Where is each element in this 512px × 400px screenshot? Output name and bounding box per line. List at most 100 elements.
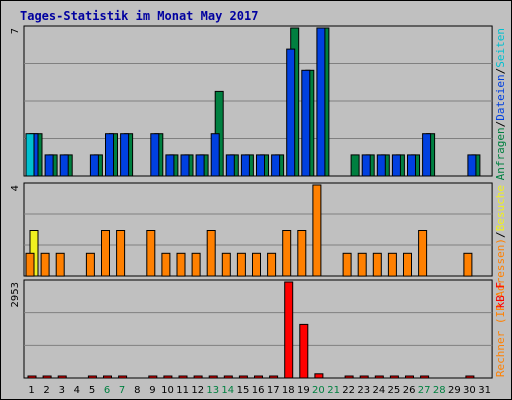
- bar-middle-rechner-day-26: [403, 252, 412, 277]
- bar-bottom-kb-f-day-6: [103, 375, 112, 379]
- x-tick-label: 30: [463, 385, 476, 396]
- bar-middle-rechner-day-11: [176, 252, 186, 277]
- bar-middle-rechner-day-2: [40, 252, 50, 277]
- bar-bottom-kb-f-day-18: [284, 281, 294, 379]
- x-tick-label: 2: [43, 385, 49, 396]
- bar-top-dateien-day-17: [271, 154, 281, 177]
- side-label-part: /: [494, 121, 507, 128]
- x-tick-label: 9: [149, 385, 155, 396]
- bar-bottom-kb-f-day-16: [254, 375, 263, 379]
- bar-top-dateien-day-26: [407, 154, 416, 177]
- bar-top-anfragen-day-22: [350, 154, 360, 177]
- x-tick-label: 28: [433, 385, 446, 396]
- x-tick-label: 24: [373, 385, 386, 396]
- x-tick-label: 26: [403, 385, 416, 396]
- bar-bottom-kb-f-day-17: [269, 375, 279, 379]
- bar-top-dateien-day-23: [361, 154, 371, 177]
- x-tick-label: 4: [74, 385, 80, 396]
- x-tick-label: 1: [28, 385, 34, 396]
- bar-middle-rechner-day-16: [252, 252, 261, 277]
- bar-bottom-kb-f-day-12: [193, 375, 203, 379]
- panel-frame: [23, 279, 493, 379]
- bar-top-seiten-day-1: [25, 133, 35, 177]
- bar-middle-rechner-day-19: [297, 230, 307, 277]
- panel-side-label: Anfragen/Dateien/Seiten: [494, 28, 507, 180]
- chart-title: Tages-Statistik im Monat May 2017: [20, 9, 258, 23]
- bar-middle-rechner-day-18: [282, 230, 292, 277]
- bar-bottom-kb-f-day-9: [148, 375, 158, 379]
- side-label-part: Besuche: [494, 185, 507, 231]
- bar-bottom-kb-f-day-5: [87, 375, 97, 379]
- bar-middle-rechner-day-14: [221, 252, 231, 277]
- side-label-part: Seiten: [494, 28, 507, 68]
- bar-bottom-kb-f-day-19: [299, 323, 309, 379]
- bar-middle-rechner-day-10: [161, 252, 171, 277]
- bar-middle-rechner-day-27: [418, 230, 428, 277]
- x-tick-label: 15: [237, 385, 250, 396]
- side-label-part: Dateien: [494, 74, 507, 120]
- bar-top-dateien-day-9: [150, 133, 160, 177]
- bar-bottom-kb-f-day-1: [27, 375, 37, 379]
- x-tick-label: 18: [282, 385, 295, 396]
- x-tick-label: 19: [297, 385, 310, 396]
- x-tick-label: 10: [161, 385, 174, 396]
- bar-middle-rechner-day-25: [387, 252, 397, 277]
- bar-middle-rechner-day-12: [191, 252, 201, 277]
- bar-middle-rechner-day-24: [372, 252, 382, 277]
- x-tick-label: 29: [448, 385, 461, 396]
- x-tick-label: 20: [312, 385, 325, 396]
- panel-max-label: 4: [10, 185, 21, 191]
- bar-middle-rechner-day-9: [146, 230, 156, 277]
- bar-top-dateien-day-12: [195, 154, 205, 177]
- side-label-part: /: [494, 231, 507, 238]
- x-tick-label: 5: [89, 385, 95, 396]
- bar-top-dateien-day-20: [316, 27, 326, 177]
- x-tick-label: 23: [357, 385, 370, 396]
- bar-bottom-kb-f-day-10: [163, 375, 173, 379]
- bar-top-dateien-day-11: [180, 154, 190, 177]
- bar-bottom-kb-f-day-15: [238, 375, 248, 379]
- bar-bottom-kb-f-day-22: [344, 375, 354, 379]
- bar-bottom-kb-f-day-30: [465, 375, 475, 379]
- bar-top-dateien-day-10: [165, 154, 175, 177]
- x-tick-label: 22: [342, 385, 355, 396]
- bar-top-dateien-day-3: [59, 154, 69, 177]
- bar-bottom-kb-f-day-7: [118, 375, 128, 379]
- x-tick-label: 17: [267, 385, 280, 396]
- bar-middle-rechner-day-17: [267, 252, 277, 277]
- side-label-part: Anfragen: [494, 127, 507, 180]
- panel-max-label: 2953: [10, 282, 21, 307]
- bar-middle-rechner-day-15: [236, 252, 246, 277]
- bar-bottom-kb-f-day-24: [374, 375, 384, 379]
- bar-middle-rechner-day-7: [116, 230, 126, 277]
- bar-top-dateien-day-13: [210, 133, 220, 177]
- side-label-part: kB F: [494, 282, 507, 309]
- bar-bottom-kb-f-day-23: [359, 375, 369, 379]
- bar-bottom-kb-f-day-11: [178, 375, 188, 379]
- bar-bottom-kb-f-day-20: [314, 373, 324, 379]
- bar-top-dateien-day-30: [467, 154, 477, 177]
- bar-bottom-kb-f-day-25: [389, 375, 399, 379]
- bar-middle-rechner-day-23: [357, 252, 367, 277]
- bar-middle-rechner-day-13: [206, 230, 216, 277]
- x-tick-label: 6: [104, 385, 110, 396]
- bar-top-dateien-day-15: [240, 154, 250, 177]
- bar-middle-rechner-day-20: [312, 184, 322, 277]
- bar-top-dateien-day-6: [105, 133, 114, 177]
- x-tick-label: 16: [252, 385, 265, 396]
- bar-bottom-kb-f-day-26: [405, 375, 414, 379]
- bar-top-dateien-day-16: [256, 154, 265, 177]
- bar-bottom-kb-f-day-13: [208, 375, 218, 379]
- side-label-part: Rechner (IP-Adressen): [494, 238, 507, 377]
- panel-side-label: Rechner (IP-Adressen)/Besuche: [494, 185, 507, 377]
- bar-middle-rechner-day-22: [342, 252, 352, 277]
- bar-top-dateien-day-14: [225, 154, 235, 177]
- bar-middle-rechner-day-6: [101, 230, 110, 277]
- bar-middle-rechner-day-1: [25, 252, 35, 277]
- bar-bottom-kb-f-day-2: [42, 375, 52, 379]
- x-tick-label: 7: [119, 385, 125, 396]
- side-label-part: /: [494, 68, 507, 75]
- bar-bottom-kb-f-day-3: [57, 375, 67, 379]
